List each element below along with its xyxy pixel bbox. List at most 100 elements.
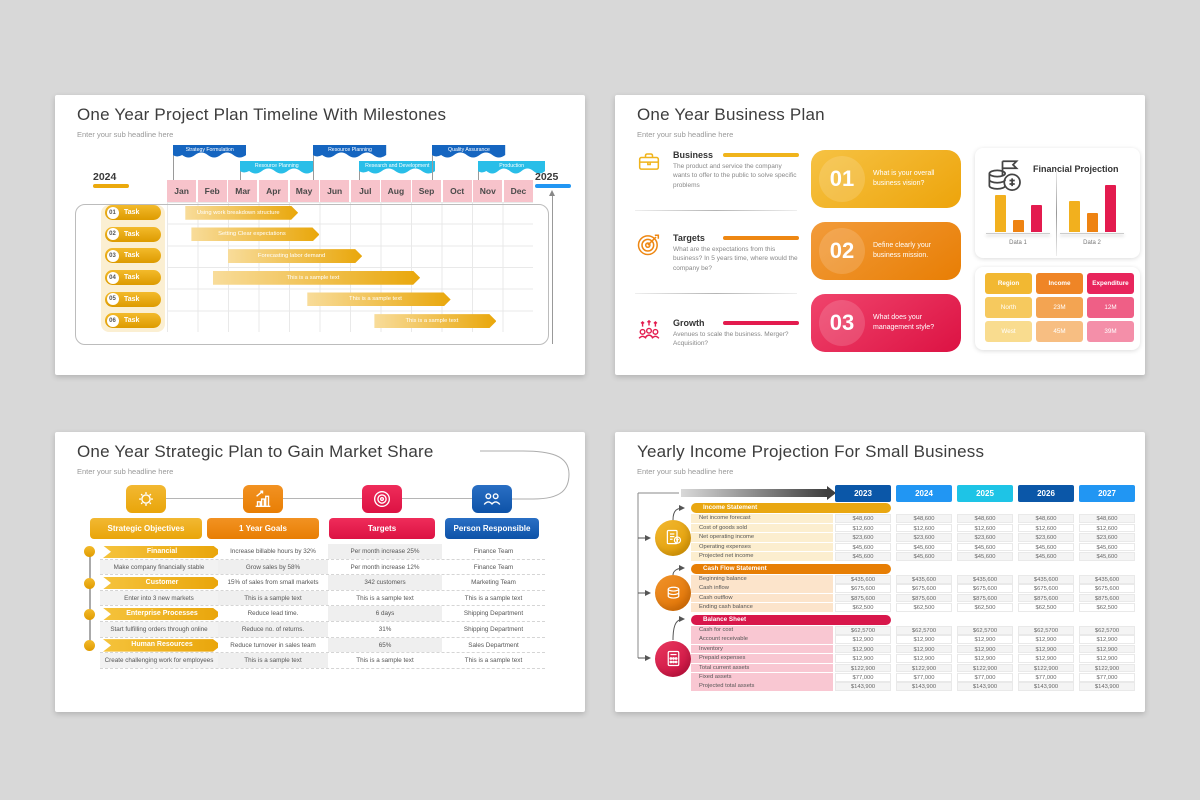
value-cell: $12,900: [1018, 654, 1074, 663]
value-cell: $675,600: [896, 584, 952, 593]
slide-project-plan-timeline[interactable]: One Year Project Plan Timeline With Mile…: [55, 95, 585, 375]
bar: [1068, 201, 1080, 232]
slide-strategic-plan[interactable]: One Year Strategic Plan to Gain Market S…: [55, 432, 585, 712]
subtitle: Enter your sub headline here: [77, 130, 174, 139]
value-cell: $62,5700: [1079, 625, 1135, 635]
projection-title: Financial Projection: [1033, 164, 1119, 174]
value-cell: $45,600: [1079, 542, 1135, 552]
value-cell: $77,000: [957, 672, 1013, 682]
flag-label: Strategy Formulation: [185, 147, 234, 153]
coins-signpost-icon: [988, 160, 1021, 191]
section-header: Balance Sheet: [691, 614, 891, 625]
item-description: What are the expectations from this busi…: [673, 246, 798, 272]
gantt-bar: This is a sample text: [213, 271, 420, 285]
table-cell: Shipping Department: [442, 606, 545, 621]
row-label: Cash for cost: [691, 625, 833, 635]
row-label: Cash inflow: [691, 584, 833, 593]
business-plan-item: Growth Avenues to scale the business. Mer…: [635, 318, 799, 368]
value-cell: $675,600: [1079, 584, 1135, 593]
value-cell: $12,900: [896, 635, 952, 645]
subtitle: Enter your sub headline here: [637, 130, 734, 139]
bar: [1012, 220, 1024, 232]
table-cell: Reduce no. of returns.: [218, 622, 328, 637]
table-header-cell: Expenditure: [1087, 273, 1134, 294]
flag-label: Production: [499, 163, 525, 169]
milestone-flag: Resource Planning: [313, 145, 387, 160]
value-cell: $122,900: [896, 663, 952, 673]
column-header: Strategic Objectives: [90, 518, 202, 539]
table-cell: Enterprise Processes: [100, 606, 218, 621]
row-label: Ending cash balance: [691, 603, 833, 612]
table-row: Customer 15% of sales from small markets 3…: [100, 575, 545, 591]
table-cell: Grow sales by 58%: [218, 559, 328, 575]
flag-pole: [173, 155, 175, 180]
column-header: 1 Year Goals: [207, 518, 319, 539]
category-arrow: Customer: [103, 577, 218, 590]
table-cell: Finance Team: [442, 559, 545, 575]
month-header: Jan Feb Mar Apr May Jun Jul Aug Sep Oct Nov Dec: [167, 180, 533, 202]
table-cell: Start fulfilling orders through online: [100, 622, 218, 637]
table-row: Enterprise Processes Reduce lead time. 6 d…: [100, 606, 545, 622]
value-cell: $122,900: [957, 663, 1013, 673]
month-cell: Jan: [167, 180, 197, 202]
coins-signpost-icon: [985, 156, 1027, 198]
item-divider: [635, 293, 797, 294]
slide-income-projection[interactable]: Yearly Income Projection For Small Busin…: [615, 432, 1145, 712]
item-heading: Business: [673, 150, 714, 160]
table-cell: Shipping Department: [442, 622, 545, 637]
strategy-icon: [139, 492, 153, 506]
value-cell: $12,900: [1018, 644, 1074, 654]
value-cell: $23,600: [896, 533, 952, 542]
value-cell: $12,600: [835, 523, 891, 533]
value-cell: $62,5700: [957, 625, 1013, 635]
gantt-bar: This is a sample text: [374, 314, 496, 328]
month-cell: Apr: [258, 180, 288, 202]
milestone-arrow-icon: [549, 190, 555, 196]
row-label: Beginning balance: [691, 574, 833, 584]
value-cell: $12,600: [896, 523, 952, 533]
numbered-card: 03 What does your management style?: [811, 294, 961, 352]
item-heading: Targets: [673, 233, 705, 243]
value-cell: $435,600: [957, 574, 1013, 584]
bar-baseline: [986, 232, 1050, 234]
table-row: Financial Increase billable hours by 32% P…: [100, 544, 545, 560]
value-cell: $12,900: [957, 654, 1013, 663]
task-label: Task: [124, 252, 140, 260]
month-cell: Sep: [412, 180, 442, 202]
value-cell: $77,000: [1018, 672, 1074, 682]
value-cell: $62,500: [957, 603, 1013, 612]
table-cell: Customer: [100, 575, 218, 590]
value-cell: $12,900: [1079, 654, 1135, 663]
value-cell: $143,900: [1018, 682, 1074, 692]
item-description: The product and service the company want…: [673, 163, 797, 189]
table-cell: 45M: [1036, 321, 1083, 342]
value-cell: $875,600: [835, 593, 891, 603]
value-cell: $12,900: [1018, 635, 1074, 645]
value-cell: $12,900: [1079, 635, 1135, 645]
task-column-background: [101, 205, 165, 332]
flag-pole: [432, 155, 434, 180]
value-cell: $45,600: [896, 542, 952, 552]
section-icon-circle: [655, 640, 691, 677]
month-cell: Feb: [197, 180, 227, 202]
bar: [1086, 213, 1098, 232]
flag-pole: [313, 155, 315, 180]
flag-label: Research and Development: [365, 163, 430, 169]
category-arrow: Financial: [103, 546, 218, 559]
flag-banner-shape: [173, 145, 247, 158]
milestone-flag: Research and Development: [359, 161, 436, 176]
table-cell: This is a sample text: [328, 653, 442, 668]
value-cell: $62,500: [1018, 603, 1074, 612]
section-header: Cash Flow Statement: [691, 563, 891, 574]
value-cell: $48,600: [896, 514, 952, 524]
target-icon: [637, 234, 660, 256]
value-cell: $62,5700: [835, 625, 891, 635]
table-cell: Increase billable hours by 32%: [218, 544, 328, 559]
gantt-bar: Forecasting labor demand: [228, 249, 362, 263]
category-dot: [84, 639, 95, 651]
goals-icon: [255, 490, 271, 508]
month-cell: Aug: [381, 180, 411, 202]
flag-banner-shape: [240, 161, 314, 174]
page-title: One Year Strategic Plan to Gain Market S…: [77, 442, 434, 461]
slide-business-plan[interactable]: One Year Business Plan Enter your sub he…: [615, 95, 1145, 375]
